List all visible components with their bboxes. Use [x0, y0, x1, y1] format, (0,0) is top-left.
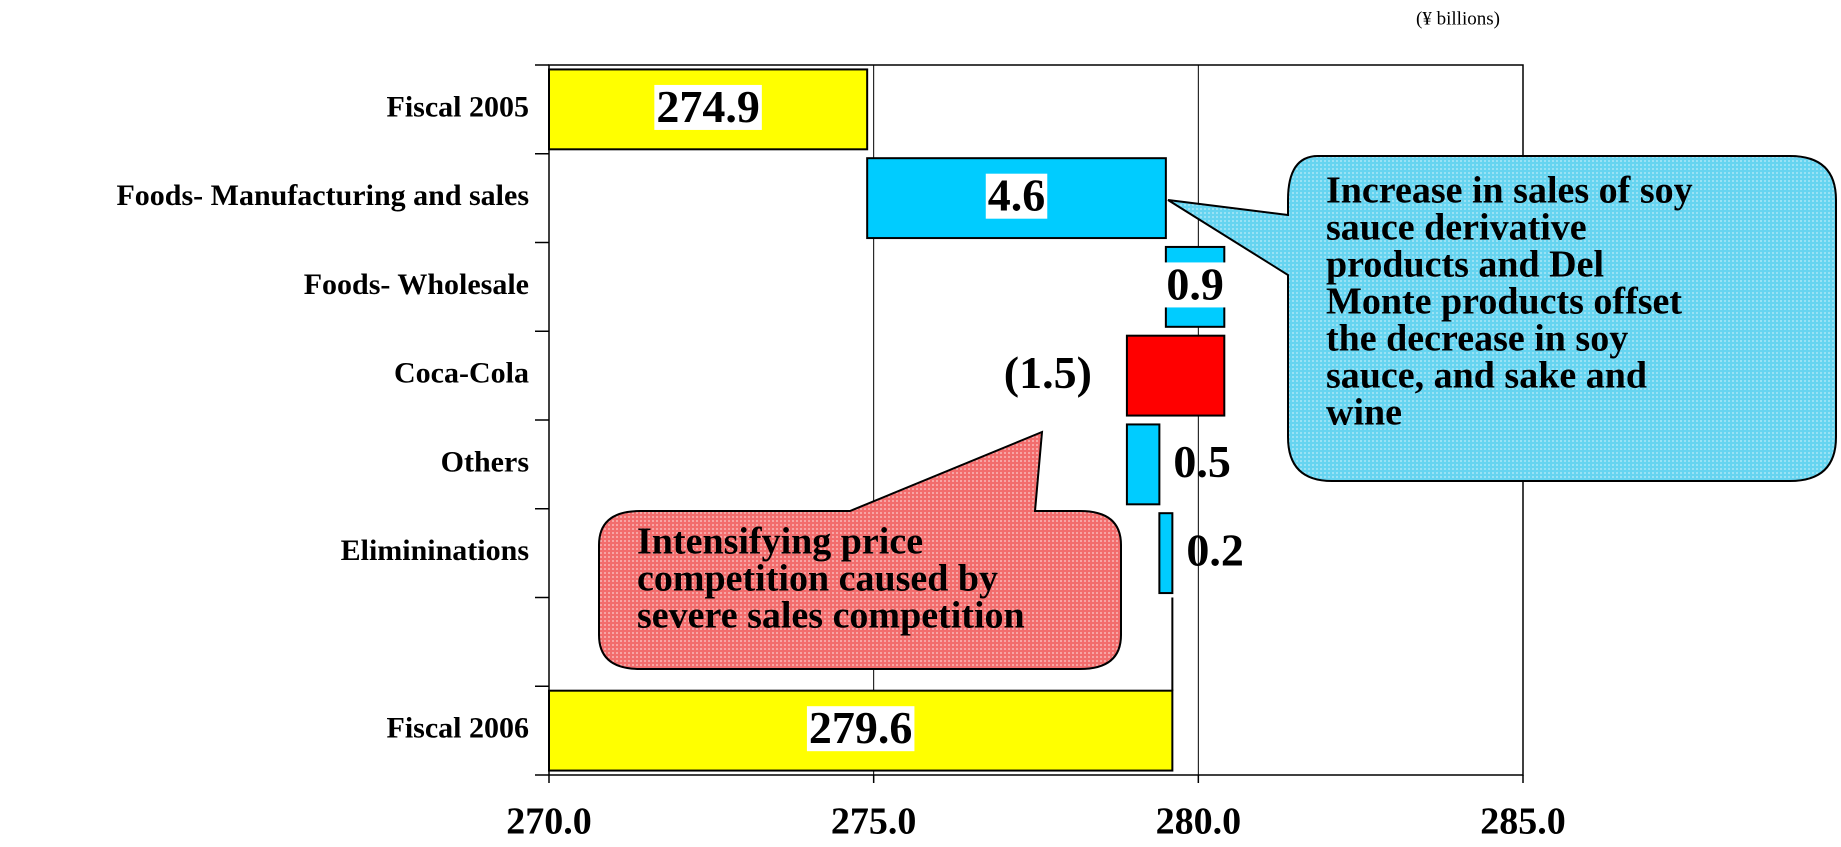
data-label: 274.9 [656, 81, 760, 132]
data-label: 0.2 [1186, 525, 1244, 576]
label-background [654, 84, 762, 130]
annotation: severe sales competition [637, 595, 1025, 637]
y-tick-label: Others [441, 445, 529, 478]
y-tick-label: Elimininations [341, 534, 529, 567]
y-tick-label: Fiscal 2006 [387, 712, 530, 745]
annotation: wine [1326, 392, 1402, 434]
label-background [806, 706, 915, 752]
y-tick-label: Fiscal 2005 [387, 90, 530, 123]
data-label: 0.5 [1173, 436, 1231, 487]
annotation: competition caused by [637, 558, 998, 600]
annotation: sauce, and sake and [1326, 355, 1647, 397]
unit-label: (¥ billions) [1416, 8, 1500, 29]
y-tick-label: Foods- Wholesale [304, 268, 529, 301]
annotation: sauce derivative [1326, 207, 1587, 249]
x-tick-label: 285.0 [1480, 801, 1566, 843]
x-tick-label: 275.0 [831, 801, 917, 843]
bar [1125, 423, 1161, 506]
data-label: 0.9 [1166, 258, 1224, 309]
annotation: the decrease in soy [1326, 318, 1628, 360]
x-tick-label: 280.0 [1156, 801, 1242, 843]
bar [1125, 334, 1226, 417]
annotation: Increase in sales of soy [1326, 170, 1693, 212]
data-label: 4.6 [988, 170, 1046, 221]
callout-bubble [598, 430, 1122, 670]
label-background [985, 173, 1048, 219]
annotation: products and Del [1326, 244, 1604, 286]
data-label: 279.6 [809, 702, 913, 753]
callout-bubble [1167, 155, 1837, 482]
annotation: Monte products offset [1326, 281, 1682, 323]
label-background [1164, 262, 1226, 308]
y-tick-label: Coca-Cola [394, 357, 529, 390]
annotation: Intensifying price [637, 521, 923, 563]
data-label: (1.5) [1004, 347, 1092, 398]
y-tick-label: Foods- Manufacturing and sales [116, 179, 529, 212]
x-tick-label: 270.0 [506, 801, 592, 843]
bar [1158, 512, 1174, 595]
